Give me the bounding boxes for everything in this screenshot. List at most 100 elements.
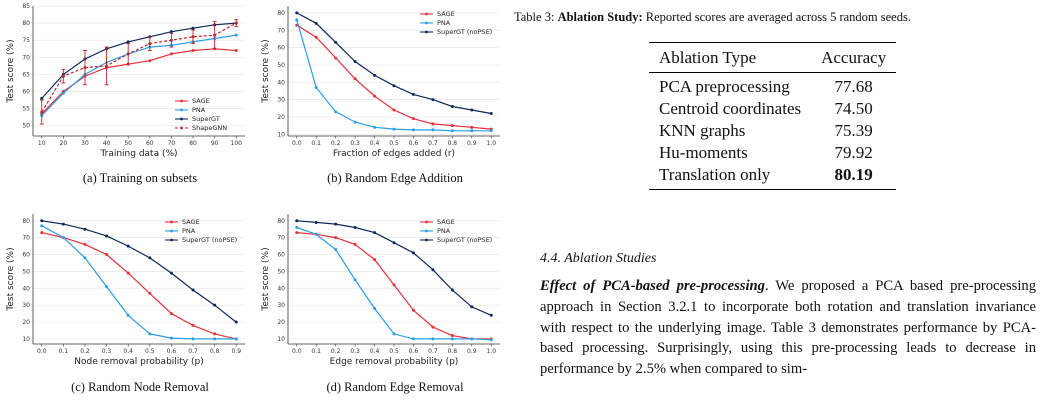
- data-point-supergt-nopse: [148, 256, 152, 260]
- data-point-pna: [295, 226, 299, 230]
- x-tick-label: 0.9: [467, 140, 477, 147]
- x-tick-label: 0.5: [389, 348, 399, 355]
- legend-marker: [180, 117, 183, 121]
- data-point-sage: [411, 308, 415, 312]
- x-tick-label: 0.2: [80, 348, 90, 355]
- data-point-sage: [450, 334, 454, 338]
- data-point-pna: [411, 128, 415, 132]
- data-point-supergt-nopse: [40, 219, 44, 223]
- y-tick-label: 80: [22, 218, 30, 225]
- x-tick-label: 40: [103, 140, 111, 147]
- x-tick-label: 50: [124, 140, 132, 147]
- y-tick-label: 20: [22, 319, 30, 326]
- legend-label: SAGE: [182, 218, 200, 226]
- legend-marker: [425, 238, 428, 242]
- legend-marker: [425, 220, 428, 224]
- table-row: Hu-moments 79.92: [649, 142, 896, 164]
- x-tick-label: 0.4: [123, 348, 133, 355]
- data-point-pna: [373, 125, 377, 129]
- y-tick-label: 30: [277, 97, 285, 104]
- section-paragraph: Effect of PCA-based pre-processing. We p…: [540, 276, 1036, 380]
- x-tick-label: 0.8: [448, 140, 458, 147]
- x-tick-label: 1.0: [486, 348, 496, 355]
- header-ablation-type: Ablation Type: [659, 48, 757, 67]
- series-line-shapegnn: [41, 22, 237, 113]
- data-point-pna: [450, 337, 454, 341]
- data-point-supergt-nopse: [314, 220, 318, 224]
- legend-label: SuperGT (noPSE): [437, 236, 492, 244]
- x-tick-label: 30: [81, 140, 89, 147]
- x-tick-label: 0.7: [428, 140, 438, 147]
- data-point-sage: [148, 291, 152, 295]
- row-accuracy: 75.39: [834, 121, 873, 140]
- x-axis-label: Node removal probability (p): [74, 357, 203, 367]
- data-point-sage: [126, 271, 130, 275]
- plot-edge-addition: 10 20 30 40 50 60 70 80 0.0 0.1 0.2 0.3 0.4 0.5 0.6 0.7…: [255, 0, 510, 165]
- data-point-supergt-nopse: [213, 303, 217, 307]
- data-point-supergt-nopse: [489, 111, 493, 115]
- data-point-pna: [40, 224, 44, 228]
- series-line-supergt-nopse: [41, 220, 237, 323]
- row-accuracy: 74.50: [834, 99, 873, 118]
- table-row: KNN graphs 75.39: [649, 120, 896, 142]
- series-line-sage: [41, 232, 237, 340]
- data-point-supergt-nopse: [489, 313, 493, 317]
- data-point-pna: [392, 127, 396, 131]
- data-point-shapegnn: [105, 64, 109, 68]
- x-tick-label: 80: [189, 140, 197, 147]
- data-point-supergt-nopse: [353, 226, 357, 230]
- data-point-sage: [169, 52, 173, 56]
- series-line-pna: [41, 225, 237, 340]
- data-point-pna: [148, 332, 152, 336]
- x-tick-label: 0.7: [188, 348, 198, 355]
- legend-label: PNA: [437, 227, 451, 235]
- y-tick-label: 30: [22, 302, 30, 309]
- data-point-sage: [450, 124, 454, 128]
- data-point-shapegnn: [126, 52, 130, 56]
- data-point-shapegnn: [40, 110, 44, 114]
- x-tick-label: 0.1: [59, 348, 69, 355]
- table-caption-text: Reported scores are averaged across 5 ra…: [642, 10, 911, 24]
- data-point-shapegnn: [191, 35, 195, 39]
- legend-marker: [425, 30, 428, 34]
- y-axis-label: Test score (%): [261, 247, 271, 311]
- data-point-supergt-nopse: [334, 222, 338, 226]
- data-point-sage: [40, 231, 44, 235]
- data-point-pna: [353, 278, 357, 282]
- row-type: Centroid coordinates: [659, 99, 802, 118]
- data-point-supergt-nopse: [295, 11, 299, 15]
- data-point-supergt-nopse: [450, 105, 454, 109]
- legend-marker: [425, 229, 428, 233]
- x-tick-label: 0.9: [231, 348, 241, 355]
- legend-label: SAGE: [192, 97, 210, 105]
- legend-marker: [180, 108, 183, 112]
- data-point-pna: [392, 332, 396, 336]
- data-point-pna: [411, 337, 415, 341]
- data-point-supergt-nopse: [191, 288, 195, 292]
- y-tick-label: 50: [22, 268, 30, 275]
- data-point-supergt: [191, 26, 195, 30]
- table-row: Translation only 80.19: [649, 164, 897, 190]
- legend-label: ShapeGNN: [192, 124, 227, 132]
- data-point-sage: [353, 77, 357, 81]
- y-tick-label: 10: [277, 131, 285, 138]
- x-axis-label: Edge removal probability (p): [330, 357, 459, 367]
- data-point-sage: [431, 325, 435, 329]
- data-point-sage: [431, 122, 435, 126]
- data-point-supergt-nopse: [392, 241, 396, 245]
- legend-label: SuperGT: [192, 115, 220, 123]
- caption-c: (c) Random Node Removal: [71, 380, 209, 394]
- plot-edge-removal: 10 20 30 40 50 60 70 80 0.0 0.1 0.2 0.3 0.4 0.5 0.6 0.7…: [255, 208, 510, 373]
- data-point-sage: [334, 56, 338, 60]
- data-point-supergt-nopse: [126, 244, 130, 248]
- data-point-supergt-nopse: [334, 40, 338, 44]
- y-tick-label: 80: [277, 218, 285, 225]
- data-point-pna: [213, 337, 217, 341]
- data-point-supergt-nopse: [295, 219, 299, 223]
- x-tick-label: 0.4: [370, 140, 380, 147]
- data-point-sage: [191, 48, 195, 52]
- y-tick-label: 20: [277, 114, 285, 121]
- data-point-pna: [489, 338, 493, 342]
- data-point-sage: [169, 312, 173, 316]
- x-tick-label: 0.3: [102, 348, 112, 355]
